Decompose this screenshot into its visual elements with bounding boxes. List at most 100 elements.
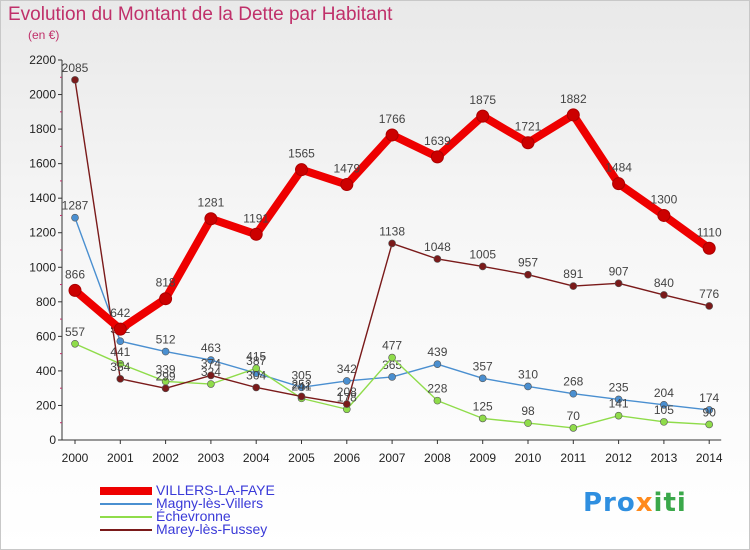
data-label: 387 <box>246 354 266 368</box>
y-tick-label: 1600 <box>29 157 56 171</box>
data-point <box>612 177 626 191</box>
legend-item: VILLERS-LA-FAYE <box>100 482 360 498</box>
data-point <box>297 383 306 392</box>
data-label: 235 <box>609 380 629 394</box>
x-tick-label: 2013 <box>651 451 678 465</box>
x-tick-label: 2005 <box>288 451 315 465</box>
legend-item: Marey-lès-Fussey <box>100 521 360 537</box>
legend-label: Échevronne <box>156 508 231 524</box>
x-tick-label: 2012 <box>605 451 632 465</box>
data-point <box>524 419 532 427</box>
data-point <box>388 353 396 362</box>
data-label: 415 <box>246 349 266 363</box>
data-label: 1191 <box>243 211 269 225</box>
data-point <box>161 384 170 393</box>
x-tick-label: 2003 <box>198 451 225 465</box>
x-tick-label: 2004 <box>243 451 270 465</box>
data-label: 305 <box>291 368 311 382</box>
legend-swatch <box>100 529 152 531</box>
data-point <box>297 392 306 401</box>
y-tick-label: 1200 <box>29 226 56 240</box>
data-label: 463 <box>201 341 221 355</box>
data-label: 1048 <box>424 240 451 254</box>
y-tick-label: 2200 <box>29 53 56 67</box>
data-point <box>705 420 714 429</box>
data-label: 776 <box>699 287 719 301</box>
data-point <box>340 178 354 192</box>
y-tick-label: 600 <box>36 329 56 343</box>
data-label: 342 <box>337 362 357 376</box>
proxiti-logo: Proxiti <box>583 488 687 518</box>
data-label: 642 <box>110 306 130 320</box>
data-label: 957 <box>518 256 538 270</box>
data-label: 1882 <box>560 92 587 106</box>
y-tick-label: 1400 <box>29 191 56 205</box>
legend-swatch <box>100 503 152 505</box>
x-tick-label: 2002 <box>152 451 179 465</box>
data-point <box>71 76 79 84</box>
data-label: 439 <box>427 345 447 359</box>
data-point <box>566 108 580 122</box>
data-point <box>116 375 125 383</box>
data-point <box>385 128 399 142</box>
data-point <box>433 360 442 368</box>
x-tick-label: 2009 <box>469 451 496 465</box>
data-label: 178 <box>337 390 357 404</box>
data-point <box>204 212 218 226</box>
x-tick-label: 2001 <box>107 451 134 465</box>
data-label: 1479 <box>333 162 360 176</box>
data-point <box>478 414 487 423</box>
data-point <box>68 283 82 297</box>
x-tick-label: 2008 <box>424 451 451 465</box>
data-label: 105 <box>654 403 674 417</box>
data-point <box>660 291 668 299</box>
x-tick-label: 2006 <box>333 451 360 465</box>
y-tick-label: 400 <box>36 364 56 378</box>
data-label: 2085 <box>62 61 89 75</box>
data-label: 174 <box>699 391 719 405</box>
data-point <box>521 136 535 150</box>
data-label: 477 <box>382 339 402 353</box>
y-tick-label: 800 <box>36 295 56 309</box>
logo-part-x: x <box>635 488 654 518</box>
data-label: 907 <box>609 264 629 278</box>
data-label: 141 <box>609 397 629 411</box>
data-label: 268 <box>563 375 583 389</box>
data-point <box>207 380 215 388</box>
data-point <box>295 163 308 177</box>
data-label: 98 <box>521 404 535 418</box>
logo-part-pro: Pro <box>583 488 636 518</box>
data-point <box>660 400 668 409</box>
y-tick-label: 1000 <box>29 260 56 274</box>
y-tick-label: 1800 <box>29 122 56 136</box>
data-point <box>113 322 127 336</box>
data-point <box>388 239 396 248</box>
data-label: 557 <box>65 325 85 339</box>
data-label: 228 <box>427 382 447 396</box>
data-point <box>249 227 263 241</box>
data-point <box>524 270 532 279</box>
x-tick-label: 2010 <box>515 451 542 465</box>
data-label: 241 <box>291 379 311 393</box>
data-point <box>252 364 261 373</box>
legend-swatch <box>100 516 152 518</box>
data-point <box>430 150 444 164</box>
data-label: 441 <box>110 345 130 359</box>
data-label: 866 <box>65 267 85 281</box>
data-point <box>660 418 668 426</box>
data-label: 818 <box>156 276 176 290</box>
data-label: 339 <box>156 362 176 376</box>
data-point <box>614 395 623 404</box>
legend-swatch <box>100 487 152 495</box>
data-label: 304 <box>246 368 266 382</box>
data-point <box>569 282 578 290</box>
data-point <box>702 241 716 255</box>
chart-unit-label: (en €) <box>28 28 60 42</box>
data-point <box>705 406 714 414</box>
data-label: 70 <box>567 409 581 423</box>
line-chart: 0 200 400 600 800 1000 1200 1400 1600 1800 2000 220… <box>29 53 723 465</box>
data-label: 1281 <box>198 196 225 210</box>
data-label: 365 <box>382 358 402 372</box>
data-label: 1721 <box>515 120 542 134</box>
